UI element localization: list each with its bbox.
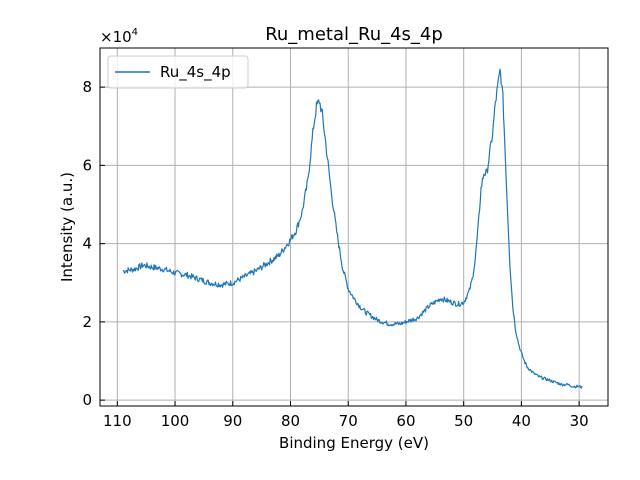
x-tick-label: 80 xyxy=(281,412,300,430)
y-tick-label: 6 xyxy=(82,156,92,174)
y-tick-label: 4 xyxy=(82,235,92,253)
tick-layer: 110 100 90 80 70 60 50 40 30 0 2 4 6 8 xyxy=(82,78,588,430)
x-tick-label: 40 xyxy=(512,412,531,430)
y-tick-label: 2 xyxy=(82,313,92,331)
y-axis-multiplier: ×104 xyxy=(100,27,138,46)
y-axis-label: Intensity (a.u.) xyxy=(58,172,76,282)
x-tick-label: 110 xyxy=(103,412,132,430)
x-tick-label: 50 xyxy=(454,412,473,430)
x-tick-label: 90 xyxy=(223,412,242,430)
x-tick-label: 100 xyxy=(161,412,190,430)
y-axis-multiplier-exponent: 4 xyxy=(132,27,138,38)
legend-box xyxy=(107,55,249,89)
chart-title: Ru_metal_Ru_4s_4p xyxy=(265,24,443,45)
legend-entry-label: Ru_4s_4p xyxy=(160,63,231,82)
x-axis-label: Binding Energy (eV) xyxy=(279,434,429,452)
series-layer xyxy=(122,68,583,389)
x-tick-label: 60 xyxy=(396,412,415,430)
series-line-0 xyxy=(122,68,583,389)
y-tick-label: 0 xyxy=(82,391,92,409)
plot-area-frame xyxy=(99,47,609,407)
x-tick-label: 70 xyxy=(339,412,358,430)
y-tick-label: 8 xyxy=(82,78,92,96)
y-axis-multiplier-base: ×10 xyxy=(100,28,132,46)
grid-layer xyxy=(100,48,608,406)
x-tick-label: 30 xyxy=(570,412,589,430)
legend: Ru_4s_4p xyxy=(107,55,249,89)
